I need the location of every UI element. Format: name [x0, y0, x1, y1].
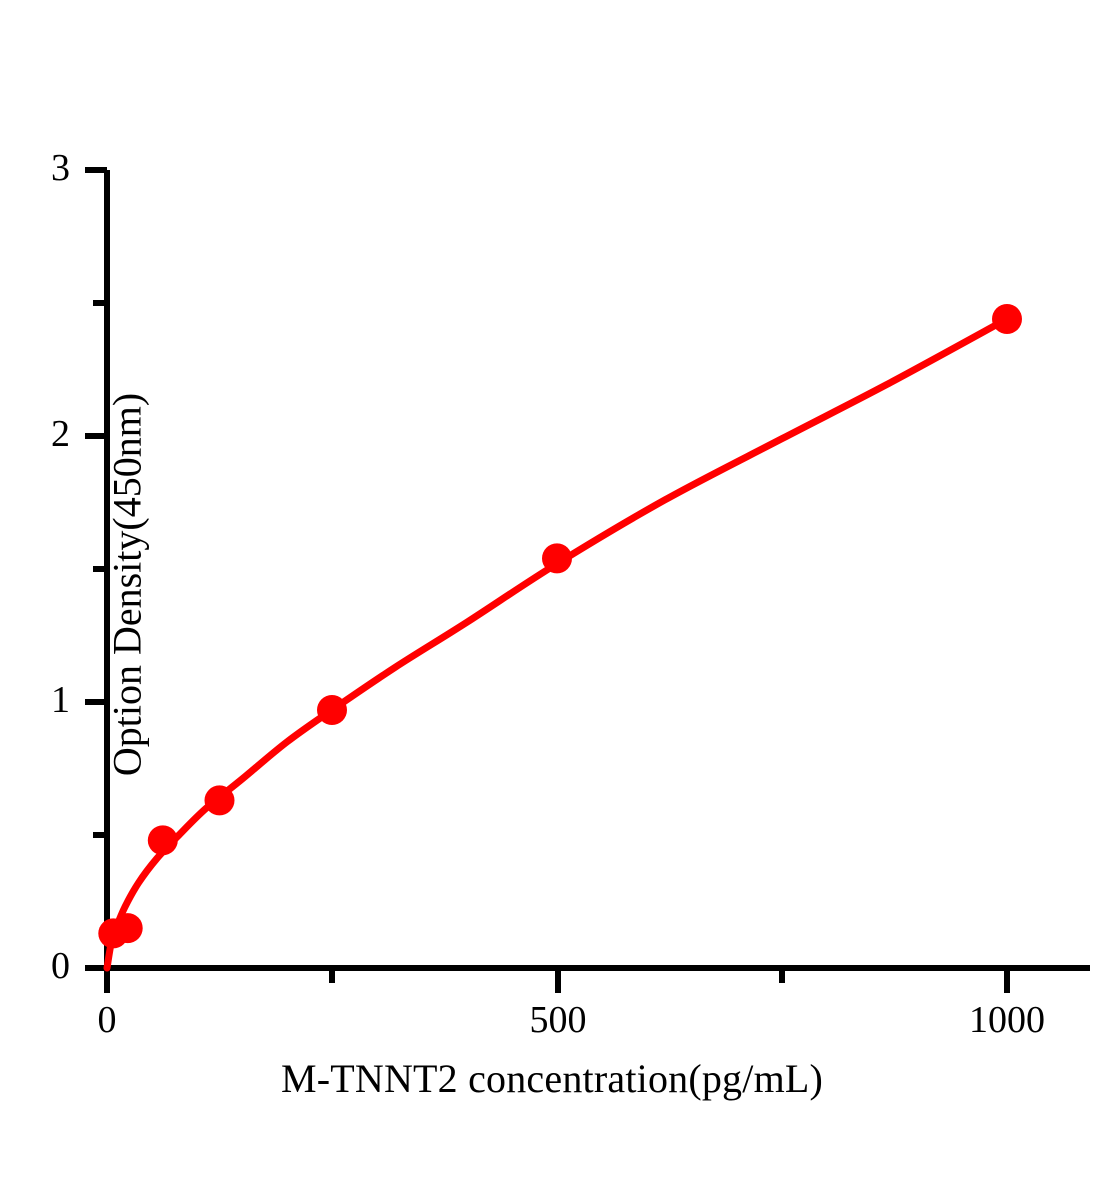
data-point-markers [98, 303, 1022, 949]
x-major-ticks [104, 968, 1010, 993]
fitted-curve [103, 315, 1011, 972]
y-major-ticks [85, 167, 107, 971]
y-tick-label-0: 0 [51, 945, 70, 987]
data-point [112, 913, 143, 944]
y-tick-label-1: 1 [51, 679, 70, 721]
data-point [542, 543, 572, 574]
data-point [992, 303, 1022, 334]
x-tick-label-0: 0 [97, 999, 117, 1041]
y-minor-ticks [93, 300, 107, 838]
data-point [204, 785, 235, 816]
x-tick-label-1000: 1000 [969, 999, 1045, 1041]
y-tick-label-3: 3 [51, 147, 70, 189]
y-tick-label-2: 2 [51, 413, 70, 455]
data-point [317, 694, 347, 725]
x-minor-ticks [329, 968, 785, 983]
y-axis-title: Option Density(450nm) [104, 392, 150, 777]
x-tick-label-500: 500 [529, 999, 587, 1041]
data-point [147, 825, 178, 856]
x-axis-title: M-TNNT2 concentration(pg/mL) [280, 1056, 824, 1101]
